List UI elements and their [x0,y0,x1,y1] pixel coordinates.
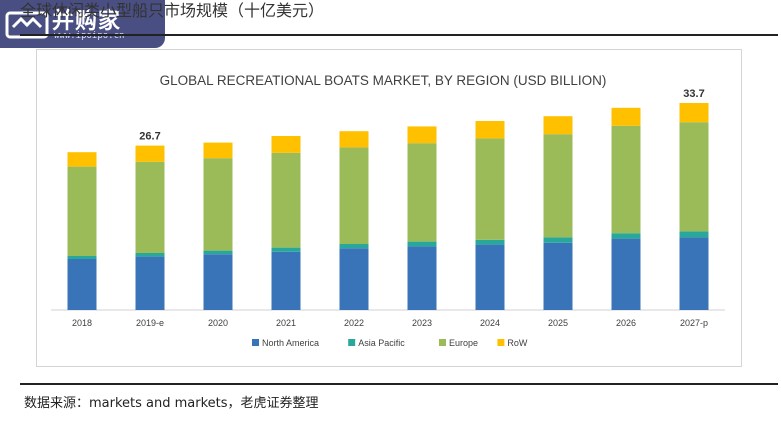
bar-north-america-2021 [271,251,301,310]
bar-asia-pacific-2021 [271,247,301,252]
bar-europe-2024 [475,138,505,240]
bar-europe-2023 [407,143,437,242]
bar-asia-pacific-2018 [67,256,97,259]
bar-north-america-2023 [407,246,437,310]
bar-asia-pacific-2025 [543,237,573,243]
bar-row-2026 [611,107,641,126]
x-tick-label: 2020 [208,318,228,328]
legend-label-europe: Europe [449,338,478,348]
handshake-icon [5,11,49,39]
bar-row-2027-p [679,103,709,123]
bar-row-2019-e [135,145,165,162]
source-note: 数据来源：markets and markets，老虎证券整理 [24,396,319,411]
data-label-total: 33.7 [683,88,704,100]
x-tick-label: 2019-e [136,318,164,328]
x-tick-label: 2026 [616,318,636,328]
bar-north-america-2024 [475,244,505,310]
legend-swatch-europe [439,339,446,346]
chart-title: GLOBAL RECREATIONAL BOATS MARKET, BY REG… [160,73,607,88]
bar-asia-pacific-2020 [203,250,233,255]
legend-label-asia-pacific: Asia Pacific [358,338,405,348]
bar-row-2020 [203,142,233,159]
x-tick-labels: 2018 2019-e 2020 2021 2022 2023 2024 2025 2026 20… [72,318,708,328]
data-labels: 26.7 33.7 [139,88,704,143]
x-tick-label: 2027-p [680,318,708,328]
x-tick-label: 2024 [480,318,500,328]
legend-swatch-asia-pacific [348,339,356,346]
bar-north-america-2020 [203,254,233,310]
bar-europe-2020 [203,158,233,251]
bar-north-america-2027-p [679,237,709,310]
bar-asia-pacific-2022 [339,244,369,249]
legend-swatch-row [497,339,505,346]
legend: North America Asia Pacific Europe RoW [252,338,528,348]
legend-swatch-north-america [252,339,259,346]
bar-row-2024 [475,121,505,139]
data-label-total: 26.7 [139,131,160,143]
bar-north-america-2025 [543,242,573,310]
bar-row-2023 [407,126,437,144]
logo-url: www.ipoipo.cn [54,31,125,41]
bar-asia-pacific-2024 [475,239,505,245]
bar-row-2025 [543,116,573,135]
bar-asia-pacific-2027-p [679,231,709,238]
bar-europe-2027-p [679,122,709,232]
chart-frame: GLOBAL RECREATIONAL BOATS MARKET, BY REG… [36,49,742,367]
bar-row-2018 [67,152,97,167]
x-tick-label: 2021 [276,318,296,328]
bar-europe-2026 [611,125,641,234]
bar-asia-pacific-2023 [407,241,437,247]
bar-row-2021 [271,136,301,153]
footer-divider [20,383,778,385]
bar-asia-pacific-2026 [611,233,641,239]
title-divider [20,34,778,36]
bar-north-america-2018 [67,259,97,310]
bar-europe-2019-e [135,161,165,253]
bar-asia-pacific-2019-e [135,253,165,257]
x-tick-label: 2023 [412,318,432,328]
logo-name: 并购家 [52,9,122,34]
legend-label-row: RoW [507,338,528,348]
legend-label-north-america: North America [262,338,319,348]
bar-europe-2021 [271,152,301,248]
x-tick-label: 2025 [548,318,568,328]
bar-north-america-2022 [339,248,369,310]
bar-north-america-2026 [611,238,641,310]
bar-europe-2025 [543,134,573,238]
logo: 并购家 www.ipoipo.cn [0,0,165,48]
x-tick-label: 2022 [344,318,364,328]
chart: GLOBAL RECREATIONAL BOATS MARKET, BY REG… [51,73,725,348]
bar-row-2022 [339,131,369,148]
bar-europe-2018 [67,166,97,256]
page-title: 全球休闲类小型船只市场规模（十亿美元） [20,1,325,20]
bar-north-america-2019-e [135,256,165,310]
x-tick-label: 2018 [72,318,92,328]
bar-europe-2022 [339,147,369,244]
bars-layer [67,103,709,310]
